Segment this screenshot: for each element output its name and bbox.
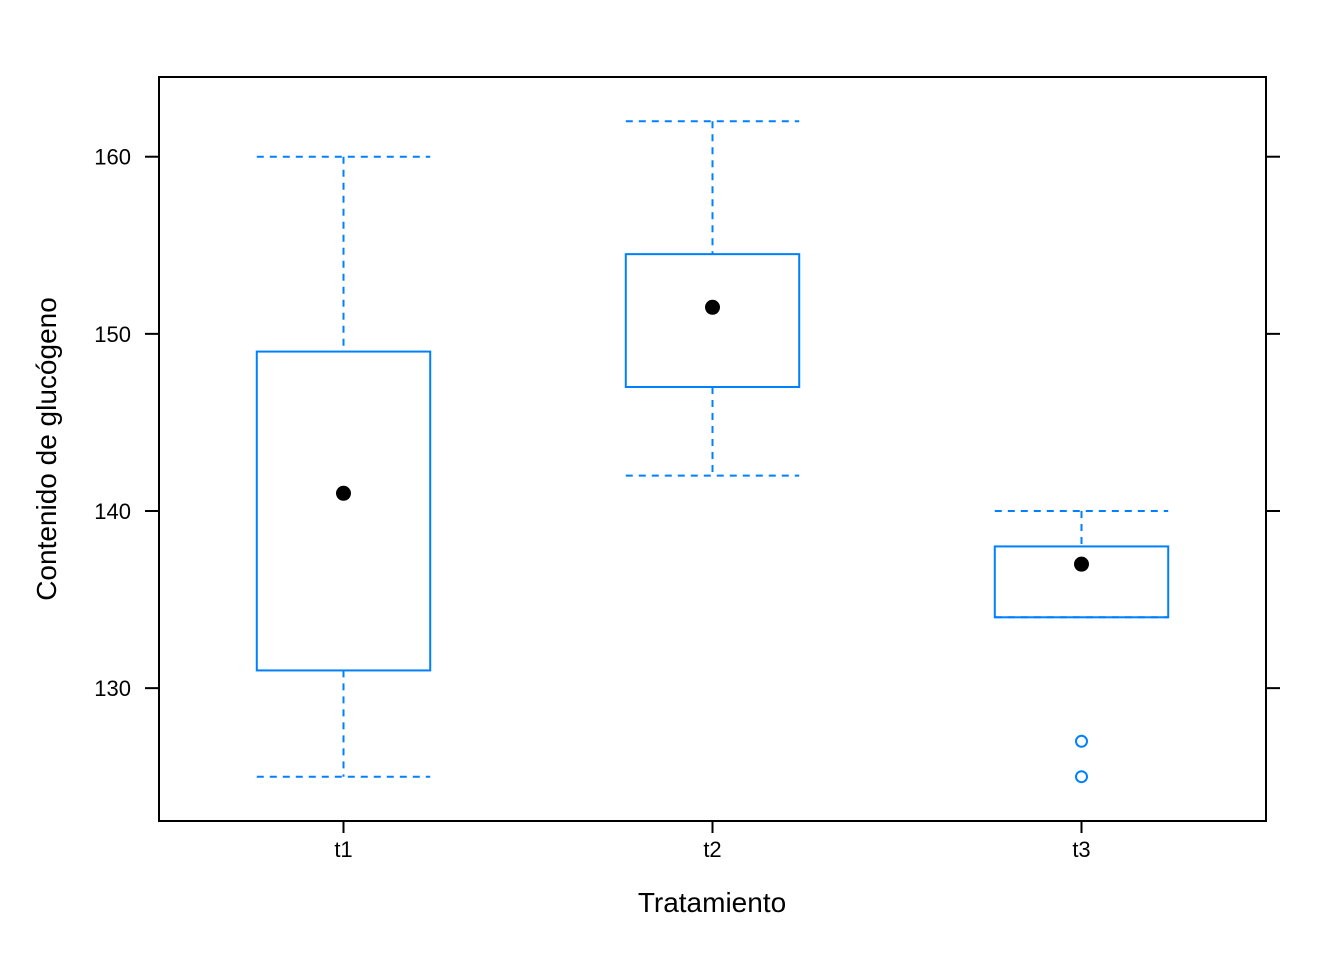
box-t2 (624, 120, 801, 477)
outlier-point (1075, 734, 1088, 748)
x-tick-label: t2 (703, 837, 721, 862)
median-dot (1074, 556, 1089, 572)
median-dot (705, 299, 720, 315)
x-axis: t1 t2 t3 (334, 821, 1091, 862)
y-tick-label: 160 (94, 145, 131, 170)
y-axis: 130 140 150 160 (94, 145, 1280, 701)
x-tick-label: t1 (334, 837, 352, 862)
y-axis-title: Contenido de glucógeno (31, 297, 62, 601)
x-axis-title: Tratamiento (638, 887, 786, 918)
y-tick-label: 150 (94, 322, 131, 347)
box-t1 (255, 155, 432, 778)
x-tick-label: t3 (1072, 837, 1090, 862)
box-t3 (993, 510, 1170, 784)
outlier-point (1075, 770, 1088, 784)
median-dot (336, 485, 351, 501)
boxes (255, 120, 1170, 784)
box-iqr (624, 253, 801, 388)
box-iqr (255, 350, 432, 672)
y-tick-label: 140 (94, 499, 131, 524)
y-tick-label: 130 (94, 676, 131, 701)
box-iqr (993, 545, 1170, 619)
